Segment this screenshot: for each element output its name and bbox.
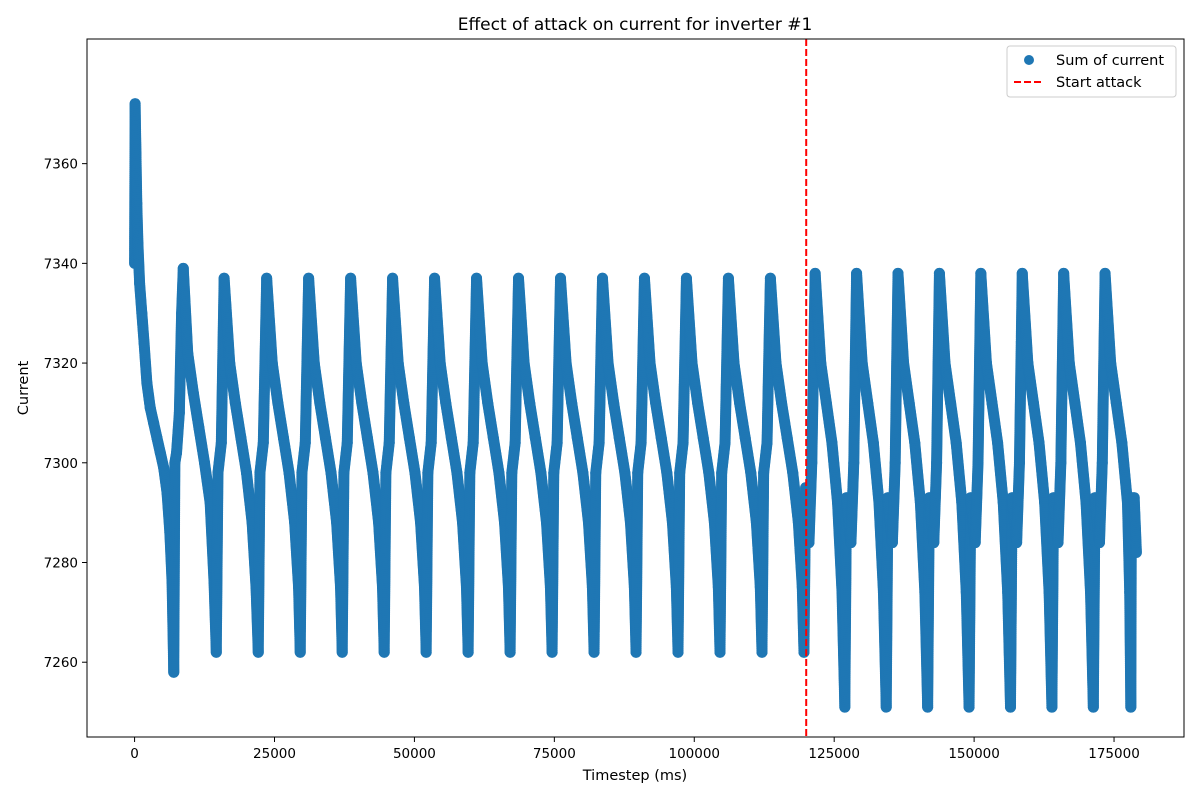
scatter-series-sum-of-current xyxy=(129,98,1142,713)
chart-title: Effect of attack on current for inverter… xyxy=(458,15,813,35)
